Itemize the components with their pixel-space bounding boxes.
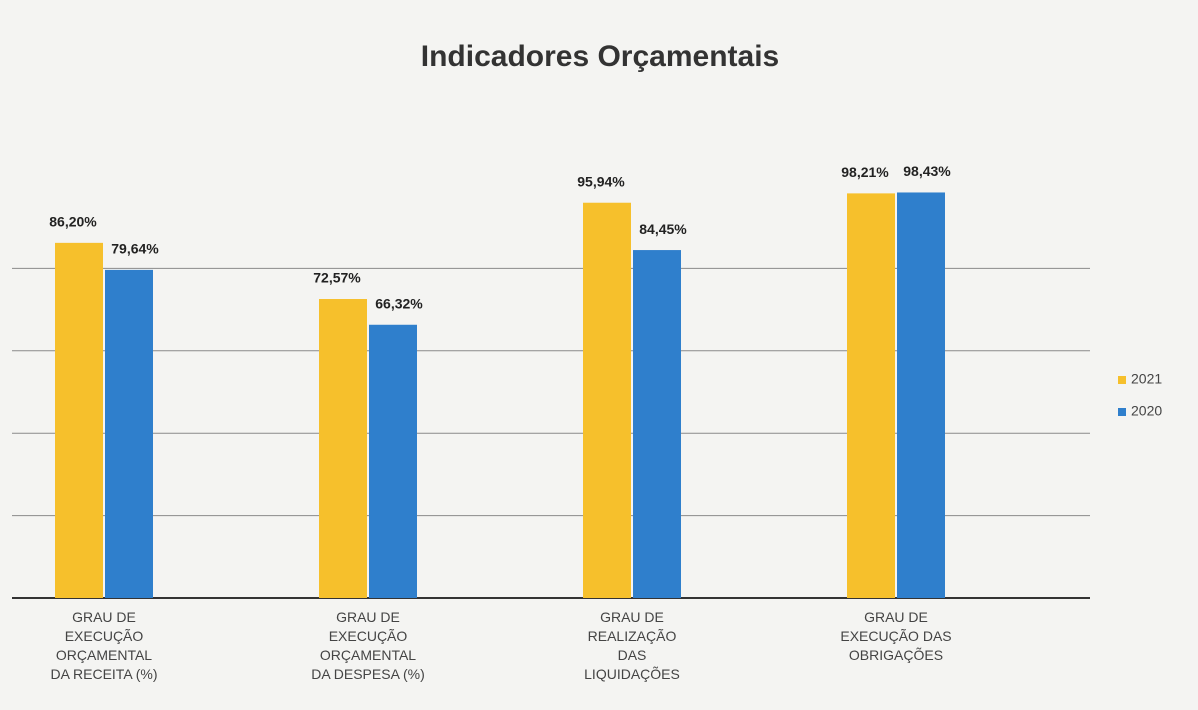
- legend-label: 2021: [1131, 371, 1162, 387]
- data-label: 86,20%: [49, 214, 97, 230]
- bar: [847, 193, 895, 598]
- data-label: 98,21%: [841, 164, 889, 180]
- data-label: 72,57%: [313, 270, 361, 286]
- x-tick-label: GRAU DE EXECUÇÃO DAS OBRIGAÇÕES: [840, 609, 952, 663]
- legend-swatch: [1118, 408, 1126, 416]
- bar: [105, 269, 153, 598]
- data-label: 66,32%: [375, 295, 423, 311]
- data-label: 95,94%: [577, 173, 625, 189]
- bar: [897, 192, 945, 599]
- bar: [369, 324, 417, 598]
- x-tick-label: GRAU DE EXECUÇÃO ORÇAMENTAL DA DESPESA (…: [311, 609, 425, 682]
- chart-title: Indicadores Orçamentais: [421, 40, 779, 73]
- x-tick-label: GRAU DE REALIZAÇÃO DAS LIQUIDAÇÕES: [584, 609, 680, 682]
- legend-swatch: [1118, 376, 1126, 384]
- data-label: 84,45%: [639, 221, 687, 237]
- bar: [633, 250, 681, 599]
- bar: [319, 299, 367, 598]
- data-label: 79,64%: [111, 241, 159, 257]
- x-tick-label: GRAU DE EXECUÇÃO ORÇAMENTAL DA RECEITA (…: [50, 609, 158, 682]
- bar: [55, 242, 103, 598]
- bar: [583, 202, 631, 598]
- data-label: 98,43%: [903, 163, 951, 179]
- legend-label: 2020: [1131, 403, 1162, 419]
